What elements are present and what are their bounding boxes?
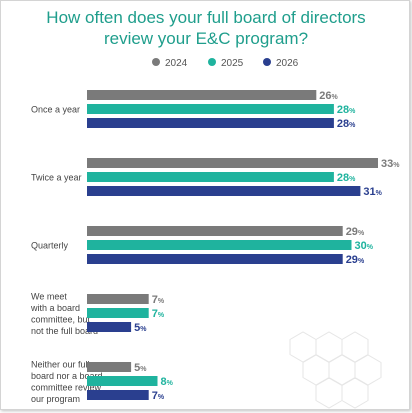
legend-label: 2026	[276, 58, 299, 69]
value-unit: %	[167, 380, 174, 387]
value-unit: %	[349, 122, 356, 129]
value-label: 29%	[346, 254, 365, 266]
category-label-line: not the full board	[31, 326, 98, 336]
bar	[87, 186, 361, 196]
bar	[87, 104, 334, 114]
bar	[87, 240, 352, 250]
value-unit: %	[367, 244, 374, 251]
bar	[87, 376, 158, 386]
value-unit: %	[158, 312, 165, 319]
category-label: Once a year	[31, 105, 80, 115]
value-unit: %	[358, 258, 365, 265]
legend-swatch	[152, 58, 160, 66]
value-unit: %	[393, 162, 400, 169]
chart-title-line: How often does your full board of direct…	[46, 8, 366, 27]
legend-label: 2025	[221, 58, 244, 69]
bar	[87, 390, 149, 400]
bar	[87, 226, 343, 236]
value-unit: %	[376, 190, 383, 197]
value-label: 29%	[346, 226, 365, 238]
chart-title-line: review your E&C program?	[103, 29, 309, 48]
value-label: 33%	[381, 158, 400, 170]
value-label: 8%	[161, 376, 174, 388]
value-label: 28%	[337, 104, 356, 116]
category-label-line: with a board	[30, 303, 80, 313]
category-label: Quarterly	[31, 241, 69, 251]
bar	[87, 294, 149, 304]
category-label: Neither our full board nor a board committ…	[31, 359, 103, 404]
value-label: 28%	[337, 118, 356, 130]
bars	[87, 90, 378, 400]
value-unit: %	[158, 298, 165, 305]
value-unit: %	[158, 394, 165, 401]
value-label: 7%	[152, 294, 165, 306]
category-label: We meet with a board committee, but not the…	[30, 291, 98, 336]
category-label-line: board nor a board	[31, 371, 103, 381]
hexagon-decoration	[289, 331, 382, 409]
bar	[87, 254, 343, 264]
value-label: 30%	[355, 240, 374, 252]
value-unit: %	[358, 230, 365, 237]
bar	[87, 118, 334, 128]
value-unit: %	[140, 366, 147, 373]
value-label: 26%	[319, 90, 338, 102]
value-label: 31%	[363, 186, 382, 198]
category-label-line: committee review	[31, 382, 102, 392]
bar	[87, 308, 149, 318]
chart-title: How often does your full board of direct…	[1, 7, 409, 49]
legend-label: 2024	[165, 58, 188, 69]
value-label: 28%	[337, 172, 356, 184]
category-label-line: Neither our full	[31, 359, 90, 369]
hexagon-shape	[341, 377, 369, 409]
category-label-line: our program	[31, 394, 80, 404]
value-label: 7%	[152, 390, 165, 402]
bar	[87, 362, 132, 372]
value-label: 5%	[134, 322, 147, 334]
bar	[87, 158, 378, 168]
category-label-line: Once a year	[31, 105, 80, 115]
category-label-line: Quarterly	[31, 241, 69, 251]
bar	[87, 322, 132, 332]
category-label-line: We meet	[31, 291, 67, 301]
bar	[87, 90, 317, 100]
value-unit: %	[140, 326, 147, 333]
value-unit: %	[349, 176, 356, 183]
category-label-line: committee, but	[31, 314, 91, 324]
category-label: Twice a year	[31, 173, 82, 183]
bar	[87, 172, 334, 182]
legend-swatch	[263, 58, 271, 66]
value-label: 5%	[134, 362, 147, 374]
legend-swatch	[208, 58, 216, 66]
value-unit: %	[349, 108, 356, 115]
category-labels: Once a year Twice a year Quarterly We meet w…	[30, 105, 103, 404]
value-unit: %	[332, 94, 339, 101]
value-label: 7%	[152, 308, 165, 320]
category-label-line: Twice a year	[31, 173, 82, 183]
legend: 2024 2025 2026	[152, 58, 299, 69]
